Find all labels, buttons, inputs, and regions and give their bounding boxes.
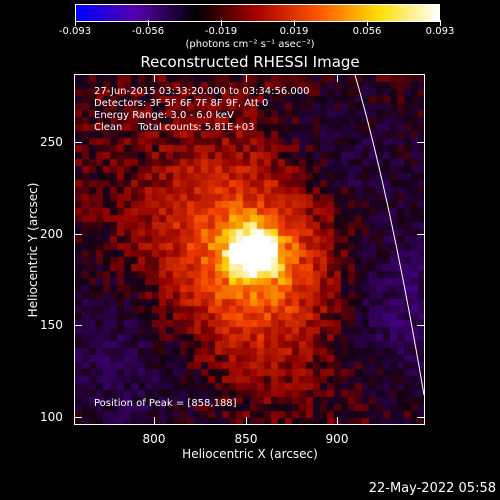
colorbar-tick — [75, 20, 76, 26]
colorbar-tick-label: 0.056 — [352, 26, 382, 37]
colorbar — [75, 4, 440, 22]
solar-limb-line — [354, 75, 424, 396]
y-tick — [417, 142, 424, 143]
x-tick-label: 850 — [234, 432, 258, 446]
info-line: 27-Jun-2015 03:33:20.000 to 03:34:56.000 — [94, 86, 310, 97]
y-tick — [75, 142, 82, 143]
x-tick — [154, 75, 155, 82]
y-tick — [75, 325, 82, 326]
colorbar-tick — [367, 20, 368, 26]
colorbar-tick — [294, 20, 295, 26]
x-tick-label: 900 — [325, 432, 349, 446]
y-tick-label: 250 — [40, 135, 63, 149]
y-tick — [417, 325, 424, 326]
colorbar-tick-label: -0.056 — [131, 26, 165, 37]
y-tick — [75, 234, 82, 235]
colorbar-tick-label: -0.019 — [204, 26, 238, 37]
colorbar-tick-label: 0.019 — [279, 26, 309, 37]
y-axis-title: Heliocentric Y (arcsec) — [26, 182, 40, 318]
x-tick — [337, 417, 338, 424]
x-tick-label: 800 — [142, 432, 166, 446]
x-tick — [246, 417, 247, 424]
colorbar-tick-label: 0.093 — [425, 26, 455, 37]
y-tick-label: 100 — [40, 410, 63, 424]
x-axis-title: Heliocentric X (arcsec) — [182, 447, 318, 461]
info-line: Detectors: 3F 5F 6F 7F 8F 9F, Att 0 — [94, 98, 269, 109]
x-tick — [337, 75, 338, 82]
plot-area — [74, 74, 425, 425]
x-tick — [246, 75, 247, 82]
info-line: Energy Range: 3.0 - 6.0 keV — [94, 110, 234, 121]
info-line: Clean Total counts: 5.81E+03 — [94, 122, 255, 133]
observation-info: 27-Jun-2015 03:33:20.000 to 03:34:56.000… — [94, 86, 310, 134]
peak-position-label: Position of Peak = [858,188] — [94, 398, 237, 409]
x-tick — [154, 417, 155, 424]
y-tick-label: 200 — [40, 227, 63, 241]
colorbar-units: (photons cm⁻² s⁻¹ asec⁻²) — [185, 39, 315, 50]
image-title: Reconstructed RHESSI Image — [140, 53, 360, 71]
colorbar-tick — [221, 20, 222, 26]
heatmap-image — [75, 75, 424, 424]
colorbar-tick — [440, 20, 441, 26]
y-tick — [417, 234, 424, 235]
y-tick — [417, 417, 424, 418]
timestamp: 22-May-2022 05:58 — [368, 481, 496, 496]
y-tick — [75, 417, 82, 418]
colorbar-tick-label: -0.093 — [58, 26, 92, 37]
y-tick-label: 150 — [40, 318, 63, 332]
colorbar-tick — [148, 20, 149, 26]
